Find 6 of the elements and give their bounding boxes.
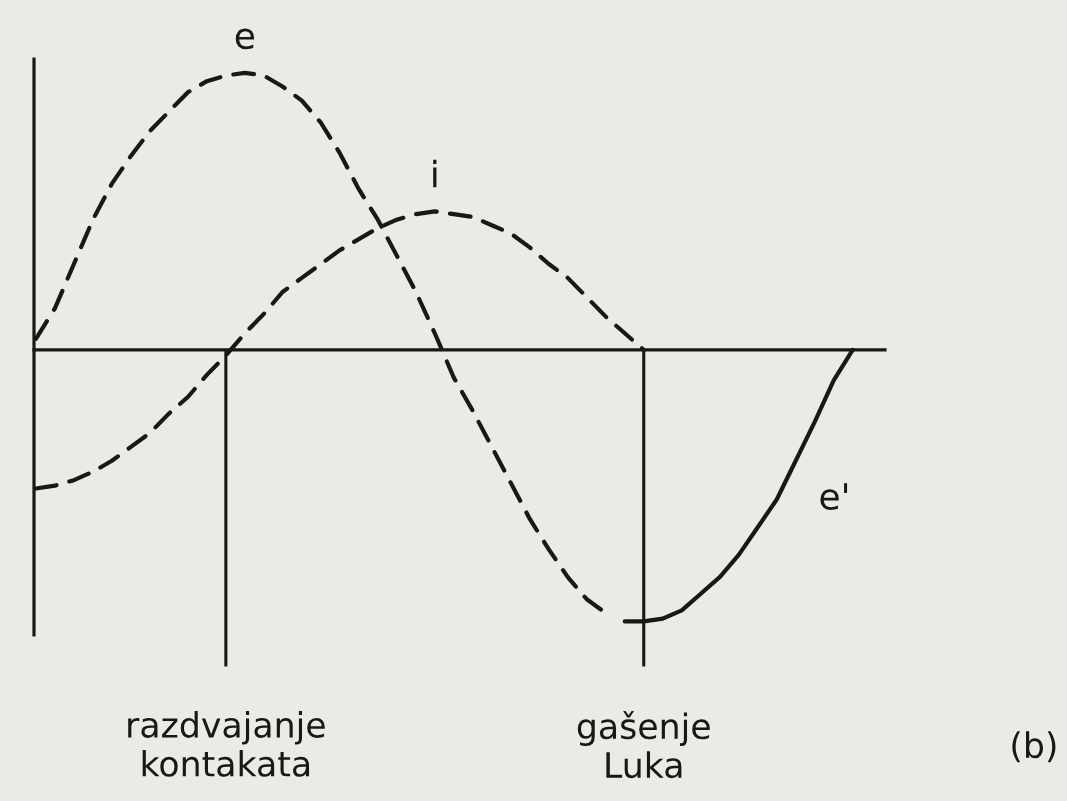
series-label: i xyxy=(433,159,437,188)
series-label: e' xyxy=(820,483,848,510)
series-label: e xyxy=(235,28,255,50)
text: (b) xyxy=(1012,731,1056,763)
x-tick-label: gašenje Luka xyxy=(577,711,710,779)
x-tick-label: razdvajanje kontakata xyxy=(128,711,325,777)
